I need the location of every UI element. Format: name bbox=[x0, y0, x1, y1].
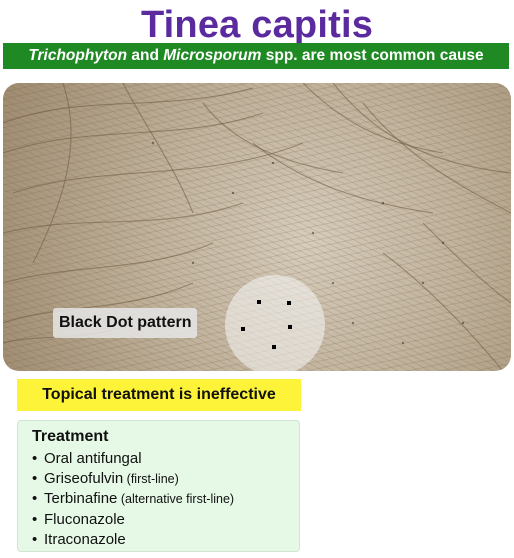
treatment-item-text: Itraconazole bbox=[44, 530, 126, 548]
treatment-item-text: Oral antifungal bbox=[44, 450, 142, 467]
list-item: • Terbinafine (alternative first-line) bbox=[32, 489, 299, 509]
black-dot bbox=[272, 345, 276, 349]
treatment-box: Treatment • Oral antifungal • Griseofulvin… bbox=[17, 420, 300, 552]
bullet-icon: • bbox=[32, 450, 38, 467]
treatment-item-note: (alternative first-line) bbox=[117, 492, 235, 507]
black-dot-highlight-circle bbox=[225, 275, 325, 371]
hair-strands-illustration bbox=[3, 83, 511, 371]
black-dot bbox=[241, 327, 245, 331]
list-item: • Fluconazole bbox=[32, 510, 299, 530]
treatment-item-text: Griseofulvin bbox=[44, 470, 124, 488]
treatment-item-text: Terbinafine bbox=[44, 490, 118, 508]
black-dot bbox=[257, 300, 261, 304]
page-title: Tinea capitis bbox=[140, 4, 374, 46]
subtitle-connector: and bbox=[127, 47, 164, 64]
list-item: • Itraconazole bbox=[32, 530, 299, 550]
list-item: • Griseofulvin (first-line) bbox=[32, 469, 299, 489]
black-dot-label: Black Dot pattern bbox=[53, 308, 198, 338]
treatment-item-text: Fluconazole bbox=[44, 510, 125, 528]
scalp-photo: Black Dot pattern bbox=[3, 83, 511, 371]
topical-treatment-notice: Topical treatment is ineffective bbox=[17, 379, 301, 411]
bullet-icon: • bbox=[32, 530, 38, 548]
subtitle-banner: Trichophyton and Microsporum spp. are mo… bbox=[3, 43, 509, 69]
bullet-icon: • bbox=[32, 510, 38, 528]
subtitle-rest: spp. are most common cause bbox=[261, 47, 484, 64]
treatment-item-note: (first-line) bbox=[123, 472, 179, 487]
subtitle-genus-1: Trichophyton bbox=[28, 47, 128, 64]
bullet-icon: • bbox=[32, 470, 38, 488]
treatment-heading: Treatment bbox=[32, 428, 109, 445]
black-dot bbox=[288, 325, 292, 329]
bullet-icon: • bbox=[32, 490, 38, 508]
list-item: • Oral antifungal bbox=[32, 449, 299, 469]
black-dot bbox=[287, 301, 291, 305]
subtitle-genus-2: Microsporum bbox=[163, 47, 262, 64]
treatment-list: • Oral antifungal • Griseofulvin (first-li… bbox=[32, 449, 299, 550]
